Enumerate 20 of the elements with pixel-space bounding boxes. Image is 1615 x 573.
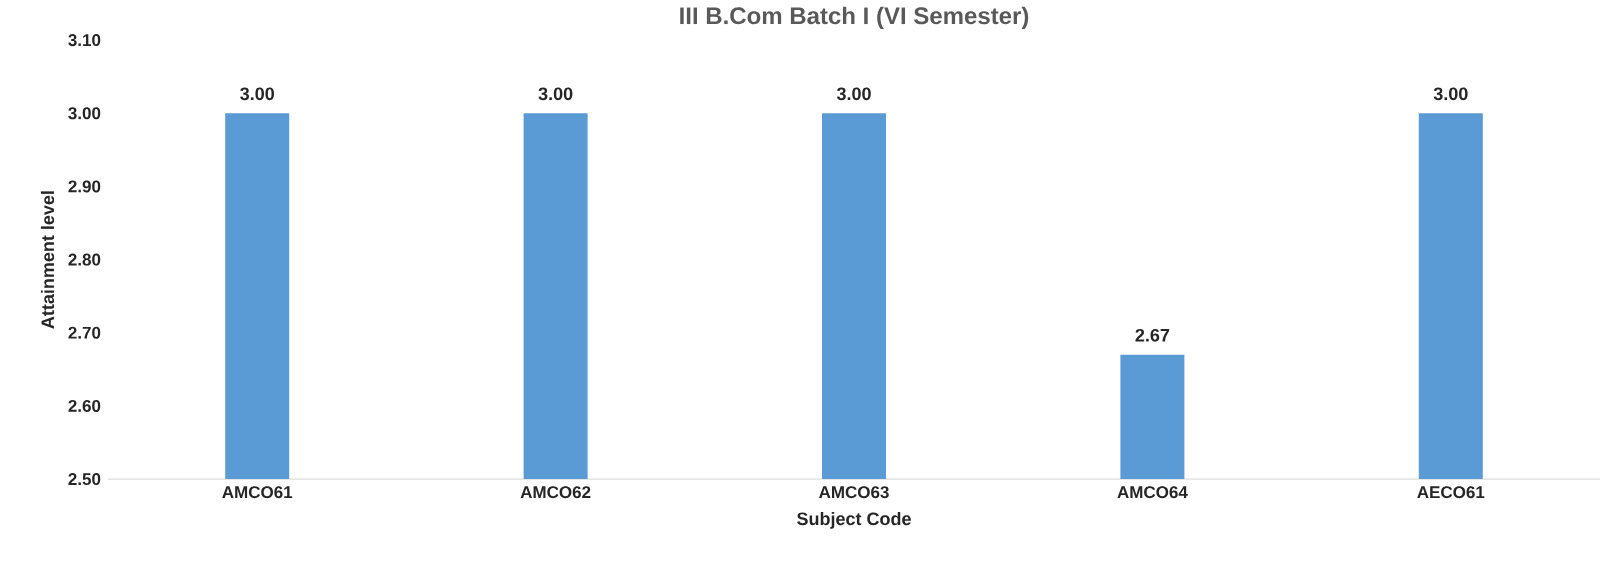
- data-label: 2.67: [1135, 328, 1170, 342]
- x-tick-label: AMCO64: [1117, 486, 1188, 499]
- chart-title: III B.Com Batch I (VI Semester): [680, 6, 1029, 29]
- y-axis-title: Attainment level: [40, 191, 55, 329]
- y-tick-label: 2.90: [68, 180, 101, 193]
- x-tick-label: AMCO61: [222, 486, 293, 499]
- data-label: 3.00: [240, 87, 274, 101]
- y-tick-label: 3.00: [68, 107, 101, 120]
- x-tick-label: AMCO63: [818, 486, 889, 499]
- data-label: 3.00: [538, 87, 573, 101]
- y-tick-label: 2.50: [68, 473, 101, 486]
- y-tick-label: 3.10: [68, 34, 101, 47]
- y-tick-label: 2.60: [68, 399, 101, 412]
- y-tick-label: 2.70: [68, 326, 101, 339]
- x-axis-title: Subject Code: [797, 511, 911, 529]
- y-tick-label: 2.80: [68, 253, 101, 266]
- data-label: 3.00: [836, 87, 871, 101]
- data-label: 3.00: [1433, 87, 1468, 101]
- x-tick-label: AECO61: [1417, 486, 1485, 499]
- x-tick-label: AMCO62: [520, 486, 591, 499]
